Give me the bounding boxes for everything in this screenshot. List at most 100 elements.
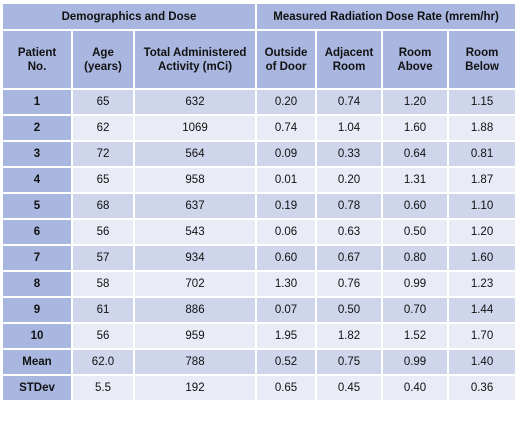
cell-total-activity: 886 bbox=[135, 298, 256, 322]
row-header-cell: 1 bbox=[3, 90, 71, 114]
row-header-cell: 3 bbox=[3, 142, 71, 166]
column-header-row: Patient No. Age (years) Total Administered Ac… bbox=[3, 31, 516, 88]
table-row: 5 68 637 0.19 0.78 0.60 1.10 bbox=[3, 194, 516, 218]
row-header-cell: 10 bbox=[3, 324, 71, 348]
column-header-room-below: Room Below bbox=[449, 31, 516, 88]
cell-outside-door: 0.20 bbox=[257, 90, 316, 114]
cell-room-above: 0.60 bbox=[383, 194, 448, 218]
cell-total-activity: 564 bbox=[135, 142, 256, 166]
cell-room-above: 0.40 bbox=[383, 376, 448, 400]
cell-age: 68 bbox=[73, 194, 133, 218]
row-header-cell: Mean bbox=[3, 350, 71, 374]
cell-total-activity: 192 bbox=[135, 376, 256, 400]
cell-adjacent-room: 0.75 bbox=[317, 350, 382, 374]
cell-total-activity: 959 bbox=[135, 324, 256, 348]
cell-room-below: 0.81 bbox=[449, 142, 516, 166]
cell-total-activity: 632 bbox=[135, 90, 256, 114]
cell-room-above: 0.99 bbox=[383, 272, 448, 296]
cell-outside-door: 0.07 bbox=[257, 298, 316, 322]
cell-adjacent-room: 0.67 bbox=[317, 246, 382, 270]
cell-total-activity: 543 bbox=[135, 220, 256, 244]
column-header-adjacent-room: Adjacent Room bbox=[317, 31, 382, 88]
column-header-line1: Outside bbox=[264, 46, 308, 59]
cell-room-above: 0.99 bbox=[383, 350, 448, 374]
cell-age: 58 bbox=[73, 272, 133, 296]
cell-outside-door: 0.19 bbox=[257, 194, 316, 218]
cell-room-below: 1.23 bbox=[449, 272, 516, 296]
cell-age: 56 bbox=[73, 324, 133, 348]
table-row: 10 56 959 1.95 1.82 1.52 1.70 bbox=[3, 324, 516, 348]
cell-adjacent-room: 0.63 bbox=[317, 220, 382, 244]
cell-adjacent-room: 0.50 bbox=[317, 298, 382, 322]
table-row: STDev 5.5 192 0.65 0.45 0.40 0.36 bbox=[3, 376, 516, 400]
cell-room-above: 1.20 bbox=[383, 90, 448, 114]
cell-outside-door: 0.52 bbox=[257, 350, 316, 374]
cell-adjacent-room: 1.82 bbox=[317, 324, 382, 348]
cell-room-above: 1.60 bbox=[383, 116, 448, 140]
row-header-cell: 7 bbox=[3, 246, 71, 270]
column-header-line2: Activity (mCi) bbox=[157, 60, 233, 73]
cell-age: 62.0 bbox=[73, 350, 133, 374]
cell-room-below: 1.40 bbox=[449, 350, 516, 374]
table-row: Mean 62.0 788 0.52 0.75 0.99 1.40 bbox=[3, 350, 516, 374]
column-header-line2: Above bbox=[397, 60, 433, 73]
cell-room-below: 1.15 bbox=[449, 90, 516, 114]
cell-outside-door: 0.65 bbox=[257, 376, 316, 400]
column-header-line2: Room bbox=[332, 60, 366, 73]
cell-outside-door: 0.06 bbox=[257, 220, 316, 244]
cell-adjacent-room: 0.74 bbox=[317, 90, 382, 114]
cell-adjacent-room: 0.76 bbox=[317, 272, 382, 296]
cell-total-activity: 1069 bbox=[135, 116, 256, 140]
row-header-cell: 4 bbox=[3, 168, 71, 192]
column-header-age: Age (years) bbox=[73, 31, 133, 88]
column-header-line1: Patient bbox=[17, 46, 57, 59]
cell-room-above: 1.52 bbox=[383, 324, 448, 348]
table-row: 8 58 702 1.30 0.76 0.99 1.23 bbox=[3, 272, 516, 296]
column-header-line2: (years) bbox=[84, 60, 122, 73]
table-row: 1 65 632 0.20 0.74 1.20 1.15 bbox=[3, 90, 516, 114]
cell-outside-door: 0.09 bbox=[257, 142, 316, 166]
cell-age: 56 bbox=[73, 220, 133, 244]
cell-adjacent-room: 0.33 bbox=[317, 142, 382, 166]
row-header-cell: 8 bbox=[3, 272, 71, 296]
column-header-line1: Room bbox=[465, 46, 499, 59]
cell-room-above: 1.31 bbox=[383, 168, 448, 192]
table-body: 1 65 632 0.20 0.74 1.20 1.15 2 62 1069 0.74 1.04 1.6… bbox=[3, 90, 516, 400]
column-header-line2: Below bbox=[465, 60, 499, 73]
column-header-line1: Adjacent bbox=[324, 46, 374, 59]
row-header-cell: 5 bbox=[3, 194, 71, 218]
cell-outside-door: 1.95 bbox=[257, 324, 316, 348]
column-header-total-activity: Total Administered Activity (mCi) bbox=[135, 31, 256, 88]
cell-age: 57 bbox=[73, 246, 133, 270]
column-header-room-above: Room Above bbox=[383, 31, 448, 88]
cell-age: 5.5 bbox=[73, 376, 133, 400]
cell-adjacent-room: 0.45 bbox=[317, 376, 382, 400]
row-header-cell: 9 bbox=[3, 298, 71, 322]
cell-total-activity: 702 bbox=[135, 272, 256, 296]
dose-rate-table: Demographics and Dose Measured Radiation… bbox=[1, 2, 517, 402]
cell-age: 61 bbox=[73, 298, 133, 322]
cell-room-below: 1.44 bbox=[449, 298, 516, 322]
cell-room-below: 1.87 bbox=[449, 168, 516, 192]
cell-age: 62 bbox=[73, 116, 133, 140]
group-header-dose-rate: Measured Radiation Dose Rate (mrem/hr) bbox=[257, 4, 516, 29]
cell-room-above: 0.70 bbox=[383, 298, 448, 322]
cell-age: 65 bbox=[73, 168, 133, 192]
column-header-line1: Room bbox=[398, 46, 432, 59]
cell-age: 72 bbox=[73, 142, 133, 166]
group-header-demographics: Demographics and Dose bbox=[3, 4, 256, 29]
column-header-patient-no: Patient No. bbox=[3, 31, 71, 88]
column-header-outside-door: Outside of Door bbox=[257, 31, 316, 88]
cell-outside-door: 1.30 bbox=[257, 272, 316, 296]
table-row: 9 61 886 0.07 0.50 0.70 1.44 bbox=[3, 298, 516, 322]
table-row: 3 72 564 0.09 0.33 0.64 0.81 bbox=[3, 142, 516, 166]
group-header-row: Demographics and Dose Measured Radiation… bbox=[3, 4, 516, 29]
table-row: 4 65 958 0.01 0.20 1.31 1.87 bbox=[3, 168, 516, 192]
cell-outside-door: 0.01 bbox=[257, 168, 316, 192]
cell-age: 65 bbox=[73, 90, 133, 114]
cell-room-below: 1.88 bbox=[449, 116, 516, 140]
cell-total-activity: 637 bbox=[135, 194, 256, 218]
cell-room-above: 0.80 bbox=[383, 246, 448, 270]
cell-room-below: 1.10 bbox=[449, 194, 516, 218]
